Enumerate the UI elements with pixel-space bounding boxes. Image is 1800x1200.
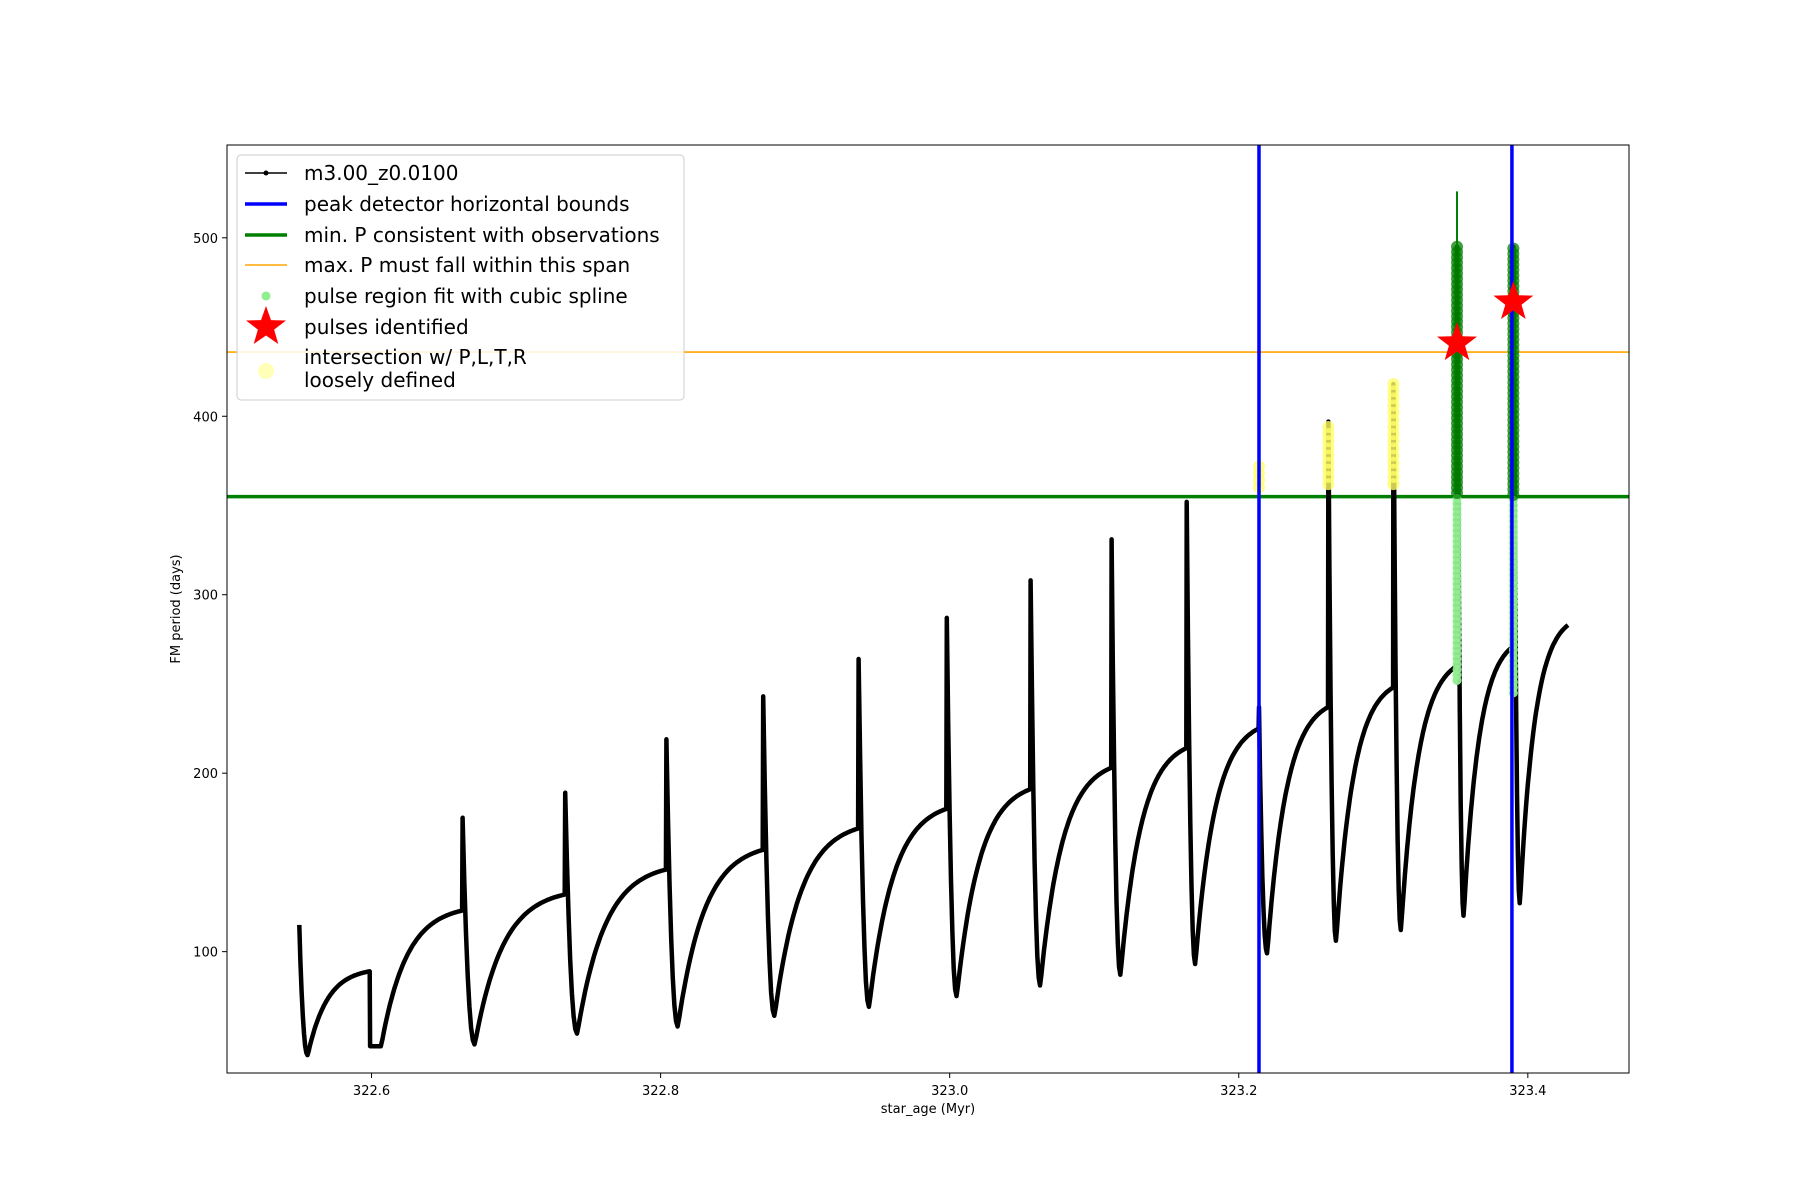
loosely-defined-region-2 [1322,420,1335,491]
y-axis-label: FM period (days) [169,554,184,663]
pulse-identified-star-2 [1493,281,1534,319]
legend-box [236,154,685,401]
legend-label-line2: loosely defined [304,368,456,392]
plot-frame [226,144,1630,1074]
legend-handle-dot [261,291,271,301]
pulse-identified-star-1 [1437,322,1477,361]
x-axis-label: star_age (Myr) [881,1102,975,1117]
loosely-defined-region-3 [1387,378,1400,491]
y-tick-label: 300 [193,589,218,604]
legend-label: intersection w/ P,L,T,R [304,345,527,369]
y-axis-ticks: 100 200 300 400 500 [193,232,227,961]
legend-entry-1: m3.00_z0.0100 [245,161,459,185]
legend-entry-4: max. P must fall within this span [245,253,630,277]
legend-entry-5: pulse region fit with cubic spline [261,284,628,308]
y-tick-label: 400 [193,410,218,425]
y-tick-label: 100 [193,946,218,961]
legend-handle-dot [258,363,274,379]
legend-entry-3: min. P consistent with observations [245,223,660,247]
x-tick-label: 323.4 [1509,1084,1546,1099]
y-tick-label: 500 [193,232,218,247]
legend-label: m3.00_z0.0100 [304,161,459,185]
legend-entry-6: pulses identified [246,306,469,344]
x-tick-label: 322.6 [353,1084,390,1099]
legend-label: pulse region fit with cubic spline [304,284,628,308]
spline-region-1 [1451,240,1464,685]
legend-handle-marker [263,170,269,176]
legend-label: max. P must fall within this span [304,253,630,277]
stellar-track-line [297,244,1570,1058]
loosely-defined-point [1322,420,1335,433]
legend-handle-star [246,306,286,344]
x-axis-ticks: 322.6 322.8 323.0 323.2 323.4 [353,1073,1546,1099]
legend-label: min. P consistent with observations [304,223,660,247]
legend-entry-2: peak detector horizontal bounds [245,192,630,216]
x-tick-label: 323.2 [1220,1084,1257,1099]
x-tick-label: 322.8 [642,1084,679,1099]
y-tick-label: 200 [193,767,218,782]
plot-data-layer [227,145,1629,1073]
x-tick-label: 323.0 [931,1084,968,1099]
legend-label: pulses identified [304,315,469,339]
legend-label: peak detector horizontal bounds [304,192,630,216]
loosely-defined-point [1387,378,1400,391]
